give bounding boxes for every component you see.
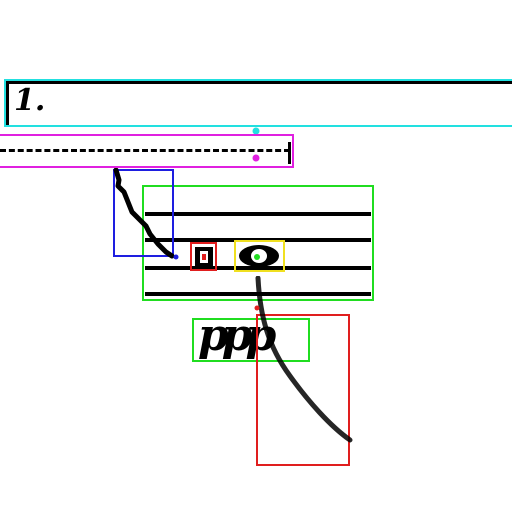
staff-line-3 — [145, 266, 371, 270]
volta-number-box — [4, 79, 512, 127]
measure-number-label: 1. — [14, 83, 46, 118]
accidental-box — [190, 242, 217, 271]
notehead-box — [234, 240, 285, 272]
dashed-end-tick — [288, 142, 291, 164]
dashed-center-marker — [252, 154, 260, 162]
staff-line-1 — [145, 212, 371, 216]
stem-top-marker — [254, 305, 260, 311]
dashed-extension-box — [0, 134, 294, 168]
slur-box — [113, 169, 174, 257]
slur-curve-icon — [113, 168, 175, 259]
volta-center-marker — [252, 127, 260, 135]
dynamic-box — [192, 318, 310, 362]
slur-end-marker — [173, 254, 179, 260]
stem-line-icon — [255, 276, 353, 443]
dashed-extension-line — [0, 149, 290, 152]
sharp-accidental-icon — [195, 247, 213, 267]
notehead-center-marker — [254, 254, 260, 260]
volta-bracket-icon — [6, 81, 512, 125]
stem-box — [256, 314, 350, 466]
